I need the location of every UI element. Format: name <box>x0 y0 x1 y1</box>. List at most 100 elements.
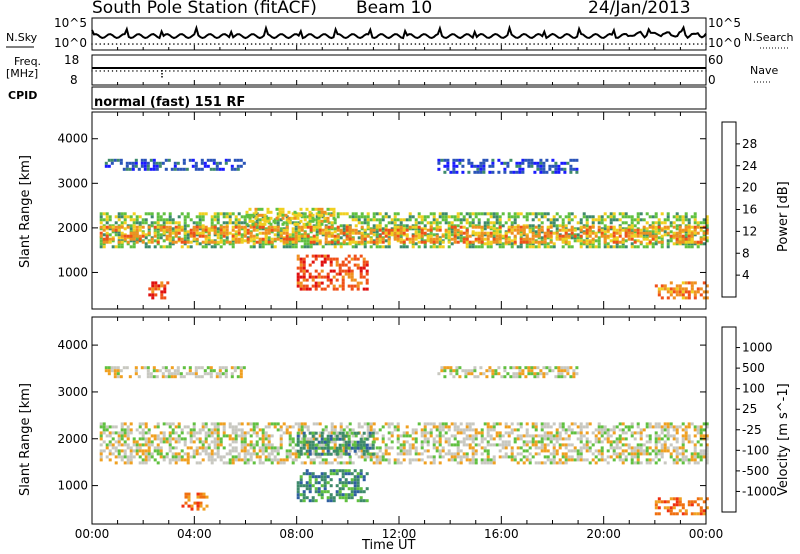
power-cell <box>679 290 682 293</box>
velocity-cell <box>351 478 354 481</box>
velocity-cell <box>103 431 106 434</box>
power-cell <box>153 165 156 168</box>
power-cell <box>196 229 199 232</box>
power-cell <box>634 241 637 244</box>
power-cell <box>259 241 262 244</box>
velocity-cell <box>661 425 664 428</box>
power-cell <box>682 238 685 241</box>
velocity-cell <box>303 432 306 435</box>
nave-point <box>316 70 317 71</box>
power-cell <box>460 236 463 239</box>
velocity-cell <box>544 431 547 434</box>
velocity-cell <box>475 452 478 455</box>
power-cell <box>232 221 235 224</box>
power-cell <box>442 218 445 221</box>
nave-point <box>120 70 121 71</box>
velocity-cell <box>271 449 274 452</box>
power-cell <box>303 261 306 264</box>
velocity-cell <box>321 453 324 456</box>
power-cell <box>661 221 664 224</box>
velocity-cell <box>388 446 391 449</box>
power-cell <box>166 238 169 241</box>
nsearch-point <box>619 43 621 45</box>
power-cell <box>123 168 126 171</box>
nsearch-point <box>239 43 241 45</box>
power-cell <box>121 226 124 229</box>
nsearch-point <box>329 43 331 45</box>
power-cell <box>295 241 298 244</box>
velocity-cell <box>214 425 217 428</box>
power-cell <box>315 258 318 261</box>
power-cell <box>499 235 502 238</box>
velocity-cell <box>117 366 120 369</box>
power-cell <box>571 212 574 215</box>
power-cell <box>292 227 295 230</box>
power-cell <box>367 218 370 221</box>
velocity-cell <box>118 440 121 443</box>
power-cell <box>274 226 277 229</box>
velocity-cell <box>655 512 658 515</box>
power-cell <box>646 232 649 235</box>
power-cell <box>676 215 679 218</box>
velocity-cell <box>354 481 357 484</box>
velocity-cell <box>364 458 367 461</box>
power-cell <box>283 238 286 241</box>
velocity-cell <box>339 490 342 493</box>
plot-canvas: 1000200030004000481216202428100020003000… <box>0 0 800 554</box>
power-cell <box>394 226 397 229</box>
power-cell <box>199 232 202 235</box>
power-cell <box>115 233 118 236</box>
power-cell <box>259 232 262 235</box>
power-cell <box>157 226 160 229</box>
power-cell <box>367 226 370 229</box>
velocity-cell <box>517 434 520 437</box>
velocity-cell <box>538 434 541 437</box>
velocity-cell <box>457 431 460 434</box>
power-cell <box>658 226 661 229</box>
velocity-cell <box>499 431 502 434</box>
velocity-cell <box>318 493 321 496</box>
power-cell <box>470 165 473 168</box>
velocity-cell <box>511 446 514 449</box>
power-cell <box>277 226 280 229</box>
velocity-cell <box>565 458 568 461</box>
nsearch-point <box>677 43 679 45</box>
velocity-cell <box>547 437 550 440</box>
power-cell <box>313 235 316 238</box>
velocity-cell <box>339 493 342 496</box>
velocity-cell <box>330 469 333 472</box>
power-cell <box>130 232 133 235</box>
power-cell <box>231 165 234 168</box>
velocity-cell <box>553 443 556 446</box>
velocity-cell <box>502 446 505 449</box>
power-cell <box>196 221 199 224</box>
velocity-cell <box>565 452 568 455</box>
power-cell <box>204 162 207 165</box>
power-cell <box>448 235 451 238</box>
power-cell <box>165 159 168 162</box>
power-cell <box>330 264 333 267</box>
power-cell <box>144 168 147 171</box>
velocity-cell <box>616 443 619 446</box>
velocity-cell <box>169 461 172 464</box>
velocity-cell <box>487 440 490 443</box>
velocity-cell <box>327 496 330 499</box>
power-cell <box>490 241 493 244</box>
power-cell <box>562 226 565 229</box>
velocity-cell <box>162 375 165 378</box>
velocity-cell <box>433 440 436 443</box>
power-cell <box>147 168 150 171</box>
power-cell <box>598 239 601 242</box>
power-cell <box>415 242 418 245</box>
nsearch-point <box>488 43 490 45</box>
power-cell <box>358 215 361 218</box>
velocity-cell <box>367 455 370 458</box>
velocity-cell <box>457 428 460 431</box>
velocity-cell <box>124 428 127 431</box>
power-cell <box>360 273 363 276</box>
velocity-cell <box>217 440 220 443</box>
velocity-cell <box>297 484 300 487</box>
power-cell <box>163 212 166 215</box>
velocity-cell <box>592 431 595 434</box>
nave-point <box>292 70 293 71</box>
